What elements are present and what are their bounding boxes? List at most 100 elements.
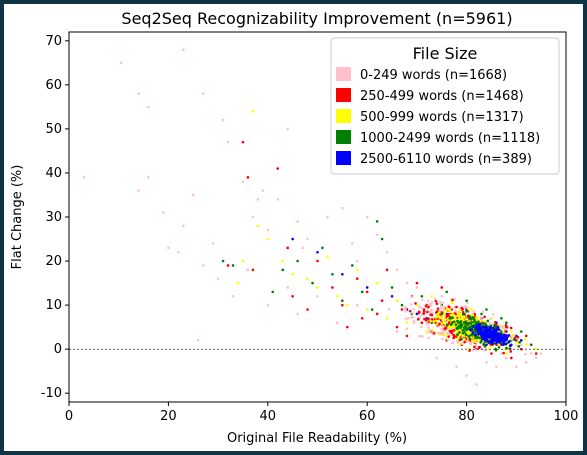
data-point [445,314,449,317]
data-point [517,345,521,348]
data-point [539,352,543,355]
data-point [504,342,507,346]
data-point [505,352,508,356]
data-point [444,326,448,330]
data-point [446,332,449,335]
data-point [483,338,487,342]
data-point [365,286,369,289]
data-point [468,315,472,318]
data-point [355,268,359,272]
data-point [426,322,429,326]
data-point [490,352,493,355]
data-point [512,334,516,337]
data-point [475,383,478,386]
data-point [375,220,379,223]
data-point [475,315,478,319]
data-point [421,335,424,338]
y-tick-label: 70 [45,34,62,49]
data-point [460,324,464,328]
legend-label: 1000-2499 words (n=1118) [360,131,540,146]
data-point [201,92,205,95]
data-point [476,328,480,331]
legend-swatch [336,130,351,144]
data-point [147,176,150,179]
data-point [505,321,508,325]
legend-entries: 0-249 words (n=1668) 250-499 words (n=146… [336,67,540,167]
data-point [241,259,245,263]
data-point [498,335,502,339]
data-point [454,323,458,327]
data-point [457,315,461,318]
data-point [465,333,468,337]
data-point [479,316,483,319]
data-point [463,340,466,344]
data-point [519,339,523,342]
data-point [452,334,456,338]
data-point [360,290,364,294]
data-point [429,311,432,314]
data-point [427,326,430,329]
data-point [420,321,424,325]
legend-title: File Size [413,44,478,63]
data-point [246,176,250,179]
data-point [445,290,449,294]
data-point [251,215,255,219]
data-point [375,233,379,236]
data-point [431,328,434,332]
data-point [119,61,123,65]
data-point [286,286,289,289]
y-tick-label: 20 [45,254,62,269]
data-point [450,341,454,345]
data-point [450,325,454,329]
data-point [482,319,486,323]
data-point [454,309,457,313]
data-point [311,281,314,285]
y-axis-title: Flat Change (%) [10,165,25,270]
data-point [465,317,469,321]
data-point [420,325,423,329]
data-point [411,311,415,315]
data-point [276,198,280,201]
data-point [462,320,466,324]
data-point [331,272,334,276]
legend-label: 2500-6110 words (n=389) [360,152,532,167]
data-point [441,318,445,322]
data-point [500,338,504,341]
data-point [395,330,399,333]
data-point [469,321,473,325]
data-point [341,206,344,210]
data-point [395,299,399,302]
data-point [471,316,474,320]
data-point [436,307,440,310]
data-point [470,328,473,332]
x-tick-label: 100 [554,409,579,424]
data-point [456,327,459,331]
data-point [456,340,460,344]
data-point [481,322,484,326]
data-point [147,105,150,109]
legend-label: 250-499 words (n=1468) [360,89,524,104]
x-tick-label: 0 [65,409,73,424]
data-point [407,317,410,320]
data-point [480,339,483,343]
data-point [231,294,235,298]
data-point [435,356,439,360]
data-point [458,318,462,321]
data-point [296,220,299,223]
data-point [418,334,421,338]
data-point [226,264,230,267]
data-point [415,312,419,316]
data-point [436,331,440,335]
data-point [196,339,200,342]
data-point [510,330,513,333]
data-point [201,264,205,267]
data-point [507,334,511,337]
data-point [493,337,497,340]
data-point [461,329,465,332]
data-point [211,242,215,245]
data-point [410,315,413,319]
data-point [443,322,447,325]
data-point [416,317,420,321]
data-point [440,286,444,289]
data-point [430,308,434,312]
